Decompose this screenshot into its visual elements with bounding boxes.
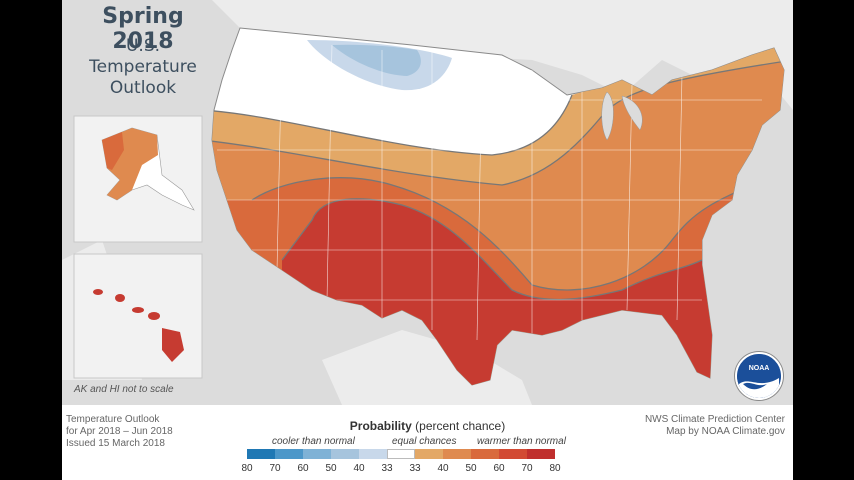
hawaii-islands — [93, 289, 184, 362]
scale-tick-label: 60 — [297, 463, 309, 474]
hawaii-inset — [73, 253, 203, 379]
noaa-logo-icon: NOAA — [737, 354, 781, 398]
scale-swatch — [527, 449, 555, 459]
scale-tick-label: 80 — [549, 463, 561, 474]
scale-tick-label: 33 — [381, 463, 393, 474]
mexico-south — [322, 330, 532, 405]
subtitle-line-3: Outlook — [109, 78, 177, 98]
contour-line — [212, 94, 573, 156]
lake-michigan — [601, 91, 614, 141]
cooler-label: cooler than normal — [272, 436, 355, 447]
scale-ticks: 80 70 60 50 40 33 33 40 50 60 70 80 — [241, 463, 587, 475]
credit-info: NWS Climate Prediction Center Map by NOA… — [645, 414, 785, 438]
cool-40-50-zone — [332, 44, 421, 76]
credit-line-2: Map by NOAA Climate.gov — [666, 426, 785, 437]
scale-swatch — [415, 449, 443, 459]
subtitle-line-1: U.S. — [125, 36, 161, 56]
scale-tick-label: 40 — [353, 463, 365, 474]
inset-scale-note: AK and HI not to scale — [74, 384, 174, 395]
scale-swatch — [499, 449, 527, 459]
scale-tick-label: 60 — [493, 463, 505, 474]
lake-huron — [621, 95, 643, 131]
scale-swatch — [331, 449, 359, 459]
scale-swatch — [275, 449, 303, 459]
map-subtitle: U.S. Temperature Outlook — [68, 36, 218, 99]
info-line-2: for Apr 2018 – Jun 2018 — [66, 426, 173, 437]
map-title: Spring 2018 — [102, 4, 184, 54]
scale-tick-label: 50 — [465, 463, 477, 474]
noaa-logo: NOAA — [735, 352, 783, 400]
scale-tick-label: 33 — [409, 463, 421, 474]
legend-title: Probability (percent chance) — [62, 419, 793, 433]
color-scale — [247, 449, 555, 459]
equal-label: equal chances — [392, 436, 457, 447]
scale-swatch — [303, 449, 331, 459]
scale-swatch — [359, 449, 387, 459]
svg-text:NOAA: NOAA — [749, 365, 770, 372]
outlook-map — [62, 0, 793, 405]
warmer-label: warmer than normal — [477, 436, 566, 447]
scale-swatch — [443, 449, 471, 459]
scale-tick-label: 40 — [437, 463, 449, 474]
legend-title-rest: (percent chance) — [415, 419, 506, 433]
scale-tick-label: 70 — [521, 463, 533, 474]
map-frame: Spring 2018 U.S. Temperature Outlook AK … — [62, 0, 793, 480]
contour-line — [281, 198, 703, 301]
legend-title-bold: Probability — [349, 419, 412, 433]
scale-tick-label: 50 — [325, 463, 337, 474]
scale-swatch — [387, 449, 415, 459]
scale-tick-label: 80 — [241, 463, 253, 474]
outlook-info: Temperature Outlook for Apr 2018 – Jun 2… — [66, 414, 173, 450]
scale-swatch — [471, 449, 499, 459]
subtitle-line-2: Temperature — [89, 57, 197, 77]
info-line-1: Temperature Outlook — [66, 414, 160, 425]
scale-swatch — [247, 449, 275, 459]
alaska-warm-strong-zone — [102, 132, 124, 170]
state-boundaries — [217, 39, 762, 341]
info-line-3: Issued 15 March 2018 — [66, 438, 165, 449]
scale-tick-label: 70 — [269, 463, 281, 474]
legend-panel: Temperature Outlook for Apr 2018 – Jun 2… — [62, 405, 793, 480]
credit-line-1: NWS Climate Prediction Center — [644, 414, 785, 425]
